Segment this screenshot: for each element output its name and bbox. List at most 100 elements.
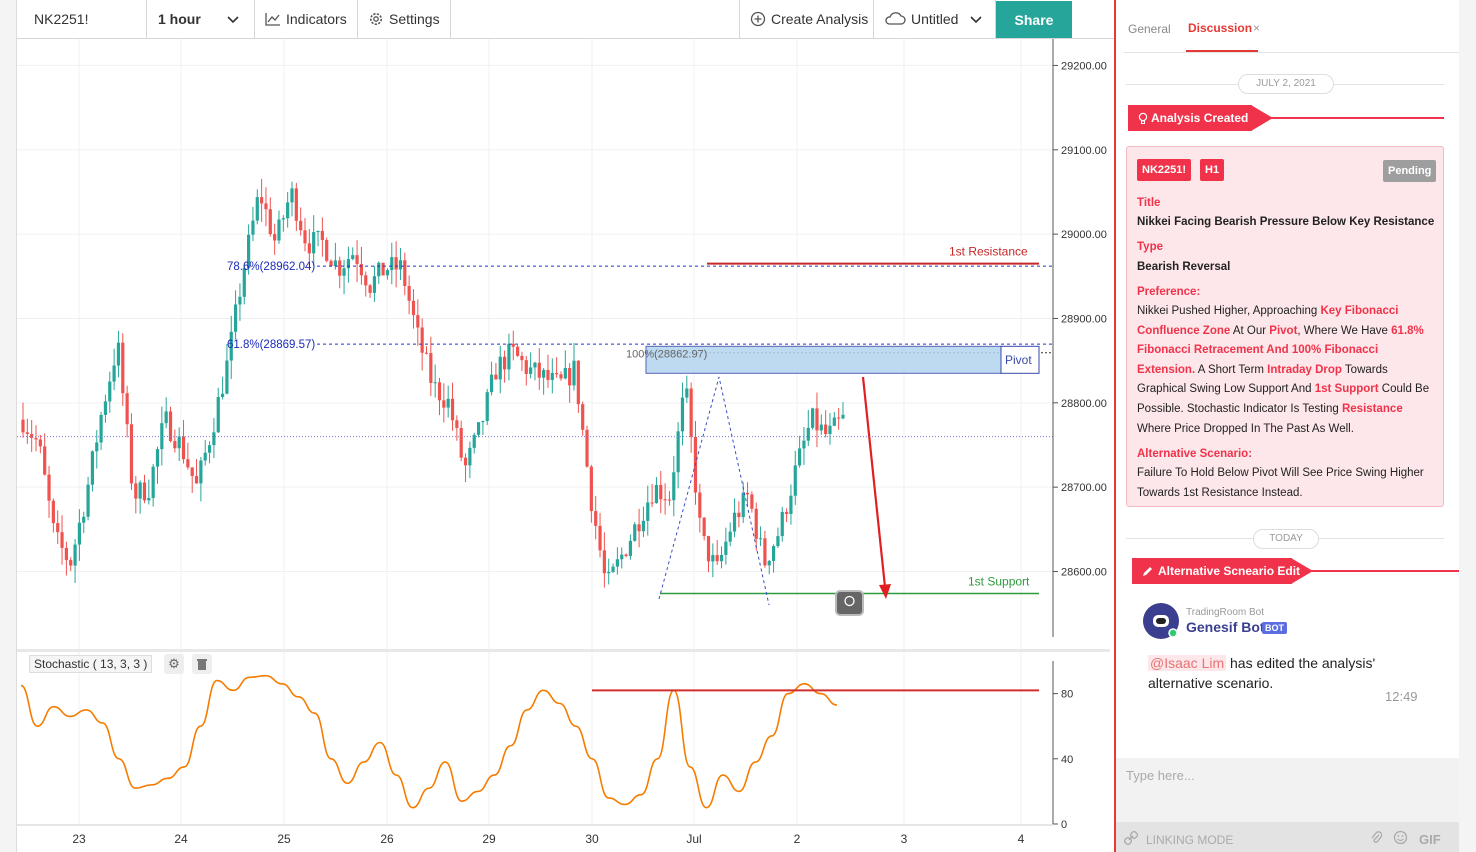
candle-body xyxy=(837,417,841,419)
chevron-down-icon xyxy=(227,16,239,24)
stochastic-pane: 80 40 0 xyxy=(20,661,1073,831)
time-tick-label: 26 xyxy=(380,832,394,846)
interval-dropdown[interactable]: 1 hour xyxy=(147,0,255,38)
candle-body xyxy=(286,202,290,219)
time-tick-label: 25 xyxy=(277,832,291,846)
candle-body xyxy=(238,296,242,305)
message-input[interactable]: Type here... xyxy=(1116,758,1459,822)
link-icon[interactable] xyxy=(1124,831,1138,845)
indicator-settings-icon[interactable]: ⚙ xyxy=(164,654,184,674)
candle-body xyxy=(116,342,121,366)
candle-body xyxy=(628,540,633,557)
left-gutter xyxy=(0,0,17,852)
message-body: has edited the analysis' alternative sce… xyxy=(1148,655,1376,691)
candle-body xyxy=(516,346,520,356)
tab-general[interactable]: General xyxy=(1128,22,1171,36)
analysis-created-ribbon: Analysis Created xyxy=(1128,105,1446,131)
forecast-arrowhead xyxy=(879,584,891,599)
candle-body xyxy=(385,270,390,276)
price-tick-label: 29100.00 xyxy=(1061,145,1107,157)
candle-body xyxy=(190,467,194,477)
candle-body xyxy=(342,268,346,276)
candle-body xyxy=(251,220,255,235)
create-analysis-button[interactable]: Create Analysis xyxy=(739,0,874,38)
candle-body xyxy=(563,367,567,379)
candle-body xyxy=(780,511,784,537)
time-tick-label: 30 xyxy=(585,832,599,846)
candle-body xyxy=(429,353,433,383)
panel-divider[interactable] xyxy=(1114,0,1116,852)
gear-icon xyxy=(370,13,382,25)
candle-body xyxy=(199,460,203,484)
candle-body xyxy=(290,188,294,203)
layout-name: Untitled xyxy=(911,11,959,27)
candle-body xyxy=(806,427,810,441)
close-tab-icon[interactable]: × xyxy=(1253,21,1261,35)
candle-body xyxy=(51,500,55,524)
candle-body xyxy=(511,343,515,347)
date-pill: TODAY xyxy=(1253,529,1319,549)
candle-body xyxy=(338,260,342,276)
time-tick-label: 2 xyxy=(794,832,801,846)
bot-badge: BOT xyxy=(1262,622,1287,634)
panel-scrollbar[interactable] xyxy=(1459,0,1476,852)
share-button[interactable]: Share xyxy=(996,1,1072,38)
candle-body xyxy=(229,331,233,361)
candle-body xyxy=(103,401,108,415)
candle-body xyxy=(771,546,776,561)
candle-body xyxy=(745,492,750,495)
analysis-card[interactable]: NK2251! H1 Pending Title Nikkei Facing B… xyxy=(1126,146,1444,507)
candle-body xyxy=(667,499,672,501)
candle-body xyxy=(56,523,60,533)
candle-body xyxy=(728,531,732,542)
alternative-edit-ribbon: Alternative Scneario Edit xyxy=(1132,558,1466,584)
candle-body xyxy=(537,362,541,378)
candle-body xyxy=(624,554,628,557)
candle-body xyxy=(216,397,220,433)
candle-body xyxy=(585,429,589,467)
chart-area[interactable]: 78.6%(28962.04) 61.8%(28869.57) 1st Resist… xyxy=(17,39,1114,852)
candle-body xyxy=(398,260,403,270)
smiley-icon[interactable] xyxy=(1393,830,1408,845)
trash-icon[interactable] xyxy=(192,654,212,674)
layout-dropdown[interactable]: Untitled xyxy=(874,0,996,38)
settings-button[interactable]: Settings xyxy=(358,0,451,38)
candle-body xyxy=(476,422,481,435)
plus-circle-icon xyxy=(750,11,766,27)
mention[interactable]: @Isaac Lim xyxy=(1148,655,1227,671)
bot-name[interactable]: Genesif Bot xyxy=(1186,619,1265,635)
candle-body xyxy=(446,398,450,408)
time-tick-label: 3 xyxy=(901,832,908,846)
gif-button[interactable]: GIF xyxy=(1419,832,1441,847)
candle-body xyxy=(550,373,554,380)
candle-body xyxy=(654,484,659,504)
symbol-selector[interactable]: NK2251! xyxy=(17,0,147,38)
indicators-button[interactable]: Indicators xyxy=(255,0,358,38)
price-tick-label: 28800.00 xyxy=(1061,398,1107,410)
candle-body xyxy=(260,197,264,204)
bot-avatar[interactable] xyxy=(1143,603,1179,639)
candle-body xyxy=(134,483,138,499)
candle-body xyxy=(485,392,489,422)
candle-body xyxy=(411,300,416,316)
candle-body xyxy=(242,268,246,297)
candle-body xyxy=(186,459,190,468)
candle-body xyxy=(233,304,238,332)
linking-mode-toggle[interactable]: LINKING MODE xyxy=(1146,833,1234,847)
candle-body xyxy=(737,512,741,518)
price-chart[interactable]: 78.6%(28962.04) 61.8%(28869.57) 1st Resist… xyxy=(17,39,1114,852)
tab-discussion[interactable]: Discussion xyxy=(1188,21,1253,35)
candle-body xyxy=(659,484,663,500)
candle-body xyxy=(650,502,654,504)
candle-body xyxy=(620,554,624,560)
paperclip-icon[interactable] xyxy=(1370,831,1382,845)
candle-body xyxy=(507,343,511,370)
price-axis: 29200.00 29100.00 29000.00 28900.00 28800.00… xyxy=(1052,39,1107,637)
status-badge: Pending xyxy=(1383,160,1437,182)
symbol-badge: NK2251! xyxy=(1137,159,1192,181)
candle-body xyxy=(268,209,272,235)
preference-label: Preference: xyxy=(1137,286,1201,298)
candle-body xyxy=(468,447,472,466)
candle-body xyxy=(60,532,64,548)
candle-body xyxy=(151,466,155,499)
